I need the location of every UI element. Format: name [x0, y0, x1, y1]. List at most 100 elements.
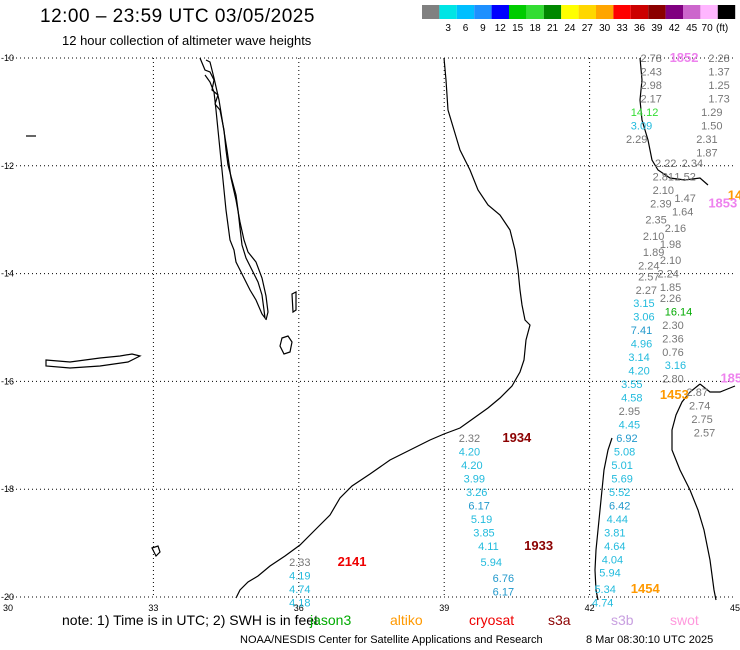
wave-height-value: 14.12 — [631, 107, 659, 119]
satellite-label-swot: swot — [670, 612, 699, 628]
legend-swatch — [683, 5, 701, 19]
wave-height-value: 3.09 — [631, 120, 652, 132]
wave-height-value: 4.58 — [621, 393, 642, 405]
lake-malawi-outline — [205, 59, 269, 321]
wave-height-value: 5.01 — [611, 460, 632, 472]
wave-height-value: 2.10 — [660, 255, 681, 267]
legend-swatch — [543, 5, 562, 19]
wave-height-value: 4.45 — [619, 420, 640, 432]
satellite-pass-id: 1452 — [728, 187, 740, 202]
lon-tick-label: 42 — [585, 603, 595, 613]
wave-height-value: 2.29 — [626, 134, 647, 146]
mainland-coastline — [199, 57, 266, 321]
legend-swatch — [422, 5, 440, 19]
wave-height-value: 3.14 — [628, 352, 649, 364]
wave-height-value: 1.52 — [674, 172, 695, 184]
wave-height-value: 4.64 — [604, 541, 625, 553]
legend-swatch — [613, 5, 631, 19]
madagascar-coastline — [671, 383, 736, 601]
lat-tick-label: -10 — [1, 53, 14, 63]
wave-height-value: 2.34 — [682, 158, 703, 170]
legend-tick-label: 42 — [669, 23, 681, 34]
wave-height-value: 3.16 — [665, 360, 686, 372]
legend-swatch — [665, 5, 683, 19]
wave-height-value: 2.98 — [640, 80, 661, 92]
wave-height-value: 2.36 — [662, 333, 683, 345]
legend-tick-label: 45 — [686, 23, 698, 34]
wave-height-value: 2.17 — [640, 93, 661, 105]
legend-unit-label: (ft) — [716, 23, 728, 34]
legend-tick-label: 36 — [634, 23, 646, 34]
wave-height-value: 5.94 — [481, 557, 502, 569]
generated-timestamp: 8 Mar 08:30:10 UTC 2025 — [586, 634, 714, 646]
lat-tick-label: -12 — [1, 161, 14, 171]
legend-swatch — [509, 5, 527, 19]
legend-tick-label: 15 — [512, 23, 524, 34]
wave-height-value: 2.28 — [708, 53, 729, 65]
wave-height-value: 6.92 — [616, 433, 637, 445]
wave-height-value: 6.76 — [493, 573, 514, 585]
lat-tick-label: -20 — [1, 592, 14, 602]
legend-tick-label: 30 — [599, 23, 611, 34]
color-scale-legend: 3 6 9 12 15 18 21 24 27 30 33 36 39 42 45 70 (ft) — [422, 5, 736, 34]
wave-height-value: 5.94 — [599, 568, 620, 580]
satellite-pass-id: 1453 — [660, 387, 689, 402]
wave-height-value: 4.20 — [459, 446, 480, 458]
legend-swatch — [717, 5, 736, 19]
island-shape — [291, 291, 297, 314]
legend-tick-label: 24 — [564, 23, 576, 34]
legend-swatch — [700, 5, 718, 19]
wave-height-value: 1.73 — [708, 93, 729, 105]
wave-height-value: 2.35 — [645, 215, 666, 227]
wave-height-readings: 2.78 1852 2.28 2.43 1.37 2.98 1.25 2.17 1.73 14.1… — [289, 50, 740, 609]
wave-height-value: 2.39 — [650, 199, 671, 211]
wave-height-value: 4.18 — [289, 597, 310, 609]
wave-height-value: 4.74 — [289, 584, 310, 596]
legend-swatch — [630, 5, 649, 19]
lon-tick-label: 30 — [3, 603, 13, 613]
wave-height-value: 5.08 — [614, 446, 635, 458]
satellite-pass-id: 1853 — [708, 196, 737, 211]
axis-tick-labels: 30 33 36 39 42 45 -10 -12 -14 -16 -18 -20 — [1, 53, 740, 613]
east-africa-coastline — [235, 57, 531, 599]
wave-height-value: 1.29 — [701, 107, 722, 119]
wave-height-value: 2.16 — [665, 223, 686, 235]
lat-tick-label: -18 — [1, 484, 14, 494]
legend-swatch — [526, 5, 544, 19]
legend-tick-label: 3 — [445, 23, 451, 34]
wave-height-value: 2.80 — [662, 374, 683, 386]
lon-tick-label: 39 — [439, 603, 449, 613]
wave-height-value: 3.15 — [633, 298, 654, 310]
wave-height-value: 6.17 — [493, 587, 514, 599]
legend-swatch — [439, 5, 457, 19]
footer-notes: note: 1) Time is in UTC; 2) SWH is in fe… — [0, 608, 740, 650]
wave-height-value: 4.20 — [628, 366, 649, 378]
legend-tick-label: 27 — [582, 23, 594, 34]
island-shape — [151, 545, 161, 558]
wave-height-value: 5.52 — [609, 487, 630, 499]
wave-height-value: 4.20 — [461, 460, 482, 472]
legend-swatch — [491, 5, 509, 19]
footer-note: note: 1) Time is in UTC; 2) SWH is in fe… — [62, 612, 318, 628]
sofala-inner-coast — [594, 437, 613, 601]
wave-height-value: 2.30 — [662, 320, 683, 332]
wave-height-value: 1.87 — [696, 147, 717, 159]
island-shape — [45, 353, 142, 369]
wave-height-value: 2.22 — [655, 158, 676, 170]
satellite-pass-id: 1852 — [670, 50, 699, 65]
wave-height-value: 2.43 — [640, 66, 661, 78]
wave-height-value: 0.76 — [662, 347, 683, 359]
wave-height-value: 2.81 — [653, 172, 674, 184]
wave-height-value: 6.42 — [609, 500, 630, 512]
wave-height-value: 1.50 — [701, 120, 722, 132]
legend-swatch — [561, 5, 579, 19]
legend-tick-label: 12 — [495, 23, 507, 34]
wave-height-value: 2.74 — [689, 401, 710, 413]
wave-height-value: 1.85 — [660, 282, 681, 294]
wave-height-value: 1.64 — [672, 207, 693, 219]
wave-height-value: 1.37 — [708, 66, 729, 78]
wave-height-value: 2.75 — [691, 414, 712, 426]
wave-height-value: 4.11 — [478, 541, 499, 553]
wave-height-value: 6.17 — [468, 500, 489, 512]
satellite-pass-id: 2141 — [338, 554, 367, 569]
